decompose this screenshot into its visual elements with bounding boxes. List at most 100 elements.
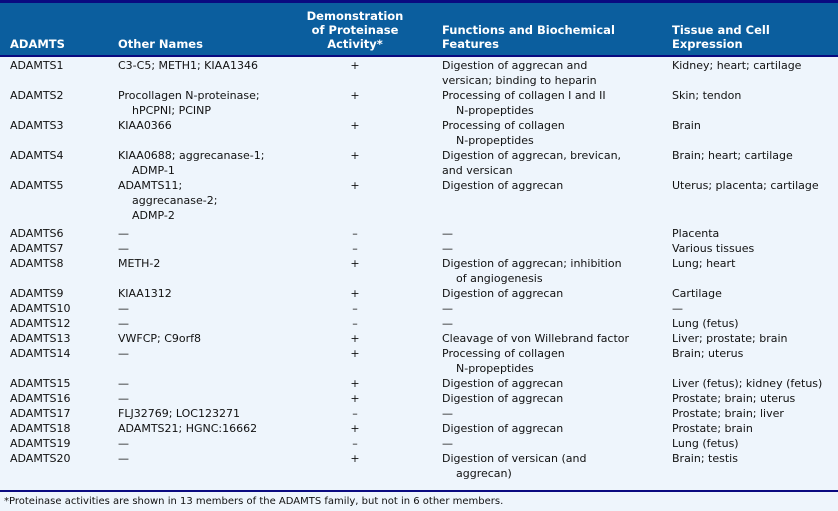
functions-cell-line: versican; binding to heparin <box>442 74 597 87</box>
functions-cell: Processing of collagen I and II N-propept… <box>442 88 667 118</box>
header-functions: Functions and Biochemical Features <box>442 23 615 51</box>
expression-cell-line: Lung (fetus) <box>672 437 739 450</box>
adamts-cell: ADAMTS14 <box>10 347 71 360</box>
activity-cell: + <box>350 347 360 360</box>
table-row: ADAMTS1 C3-C5; METH1; KIAA1346 + Digestion … <box>0 58 838 88</box>
functions-cell: Processing of collagen N-propeptides <box>442 118 667 148</box>
other-names-cell-line: — <box>118 227 129 240</box>
other-names-cell: — <box>118 436 288 451</box>
expression-cell-line: Prostate; brain <box>672 422 753 435</box>
other-names-cell: — <box>118 301 288 316</box>
other-names-cell: C3-C5; METH1; KIAA1346 <box>118 58 288 73</box>
activity-cell: + <box>350 452 360 465</box>
header-activity-line: Demonstration <box>306 9 404 23</box>
expression-cell: Prostate; brain <box>672 421 838 436</box>
functions-cell-line: aggrecan) <box>456 467 512 480</box>
functions-cell-line: — <box>442 317 453 330</box>
table-row: ADAMTS20 — + Digestion of versican (and aggr… <box>0 451 838 481</box>
table-row: ADAMTS7 — – — Various tissues <box>0 241 838 256</box>
expression-cell: Brain <box>672 118 838 133</box>
functions-cell-line: Digestion of versican (and <box>442 452 587 465</box>
expression-cell-line: Brain <box>672 119 701 132</box>
other-names-cell-line: KIAA0688; aggrecanase-1; <box>118 149 265 162</box>
functions-cell: Digestion of versican (and aggrecan) <box>442 451 667 481</box>
other-names-cell-line: KIAA0366 <box>118 119 172 132</box>
other-names-cell-line: ADMP-2 <box>132 209 175 222</box>
other-names-cell-line: ADAMTS11; <box>118 179 183 192</box>
functions-cell-line: Digestion of aggrecan and <box>442 59 588 72</box>
table-row: ADAMTS2 Procollagen N-proteinase; hPCPNI; … <box>0 88 838 118</box>
expression-cell-line: Brain; uterus <box>672 347 744 360</box>
table-row: ADAMTS14 — + Processing of collagen N-propep… <box>0 346 838 376</box>
other-names-cell: — <box>118 226 288 241</box>
functions-cell-line: Digestion of aggrecan, brevican, <box>442 149 622 162</box>
adamts-cell: ADAMTS15 <box>10 377 71 390</box>
adamts-cell: ADAMTS7 <box>10 242 64 255</box>
functions-cell: — <box>442 436 667 451</box>
activity-cell: – <box>352 407 358 420</box>
activity-cell: + <box>350 89 360 102</box>
table-row: ADAMTS10 — – — — <box>0 301 838 316</box>
functions-cell: — <box>442 406 667 421</box>
expression-cell: Placenta <box>672 226 838 241</box>
expression-cell: Lung; heart <box>672 256 838 271</box>
header-expression-line: Expression <box>672 37 743 51</box>
expression-cell-line: Prostate; brain; uterus <box>672 392 796 405</box>
other-names-cell-line: — <box>118 347 129 360</box>
expression-cell-line: Lung (fetus) <box>672 317 739 330</box>
table-row: ADAMTS8 METH-2 + Digestion of aggrecan; inh… <box>0 256 838 286</box>
expression-cell: Lung (fetus) <box>672 436 838 451</box>
expression-cell-line: Various tissues <box>672 242 755 255</box>
other-names-cell: — <box>118 376 288 391</box>
functions-cell-line: Digestion of aggrecan <box>442 377 564 390</box>
expression-cell-line: — <box>672 302 683 315</box>
table-row: ADAMTS6 — – — Placenta <box>0 226 838 241</box>
expression-cell-line: Liver (fetus); kidney (fetus) <box>672 377 823 390</box>
adamts-cell: ADAMTS18 <box>10 422 71 435</box>
adamts-cell: ADAMTS4 <box>10 149 64 162</box>
activity-cell: + <box>350 179 360 192</box>
other-names-cell-line: METH-2 <box>118 257 161 270</box>
adamts-cell: ADAMTS17 <box>10 407 71 420</box>
activity-cell: – <box>352 242 358 255</box>
other-names-cell-line: FLJ32769; LOC123271 <box>118 407 240 420</box>
functions-cell-line: Cleavage of von Willebrand factor <box>442 332 630 345</box>
table-row: ADAMTS9 KIAA1312 + Digestion of aggrecan Car… <box>0 286 838 301</box>
functions-cell-line: — <box>442 302 453 315</box>
adamts-cell: ADAMTS9 <box>10 287 64 300</box>
expression-cell: Various tissues <box>672 241 838 256</box>
header-other-names: Other Names <box>118 37 203 51</box>
footnote: *Proteinase activities are shown in 13 m… <box>4 496 504 507</box>
other-names-cell: — <box>118 451 288 466</box>
other-names-cell-line: ADAMTS21; HGNC:16662 <box>118 422 258 435</box>
adamts-cell: ADAMTS10 <box>10 302 71 315</box>
footer-rule <box>0 490 838 492</box>
expression-cell: Uterus; placenta; cartilage <box>672 178 838 193</box>
functions-cell-line: Digestion of aggrecan <box>442 422 564 435</box>
other-names-cell-line: KIAA1312 <box>118 287 172 300</box>
other-names-cell: KIAA1312 <box>118 286 288 301</box>
expression-cell: Brain; testis <box>672 451 838 466</box>
expression-cell-line: Brain; heart; cartilage <box>672 149 793 162</box>
expression-cell-line: Kidney; heart; cartilage <box>672 59 802 72</box>
other-names-cell-line: hPCPNI; PCINP <box>132 104 212 117</box>
header-functions-line: Features <box>442 37 499 51</box>
functions-cell-line: Digestion of aggrecan <box>442 392 564 405</box>
functions-cell: — <box>442 226 667 241</box>
adamts-cell: ADAMTS2 <box>10 89 64 102</box>
functions-cell-line: N-propeptides <box>456 134 534 147</box>
other-names-cell: KIAA0366 <box>118 118 288 133</box>
expression-cell-line: Brain; testis <box>672 452 738 465</box>
table-body: ADAMTS1 C3-C5; METH1; KIAA1346 + Digestion … <box>0 58 838 481</box>
other-names-cell: VWFCP; C9orf8 <box>118 331 288 346</box>
functions-cell-line: of angiogenesis <box>456 272 543 285</box>
adamts-cell: ADAMTS1 <box>10 59 64 72</box>
other-names-cell: — <box>118 346 288 361</box>
activity-cell: – <box>352 302 358 315</box>
header-expression-line: Tissue and Cell <box>672 23 770 37</box>
other-names-cell-line: — <box>118 452 129 465</box>
expression-cell: Prostate; brain; uterus <box>672 391 838 406</box>
functions-cell-line: Processing of collagen I and II <box>442 89 606 102</box>
activity-cell: – <box>352 317 358 330</box>
functions-cell: — <box>442 301 667 316</box>
